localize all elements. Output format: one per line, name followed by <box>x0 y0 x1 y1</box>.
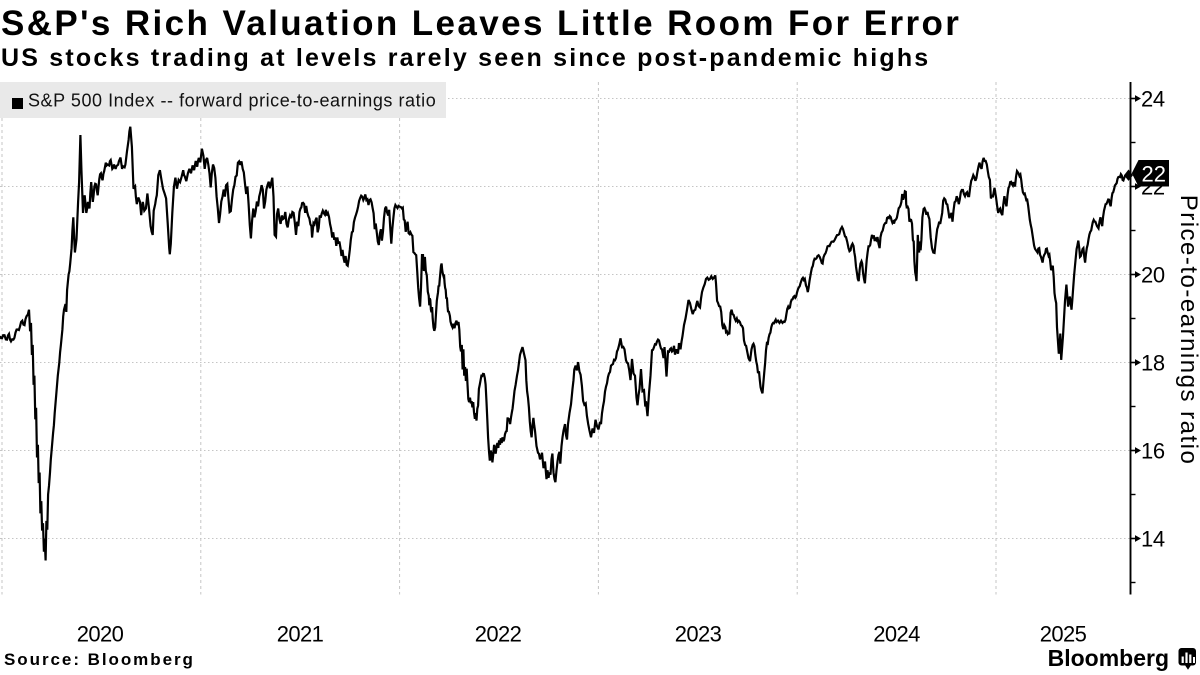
svg-text:2020: 2020 <box>77 622 124 647</box>
svg-text:20: 20 <box>1141 263 1165 288</box>
svg-text:2024: 2024 <box>873 622 920 647</box>
svg-text:S&P 500 Index -- forward price: S&P 500 Index -- forward price-to-earnin… <box>28 91 436 111</box>
svg-text:18: 18 <box>1141 351 1165 376</box>
svg-text:14: 14 <box>1141 527 1165 552</box>
svg-text:2021: 2021 <box>277 622 324 647</box>
svg-text:22: 22 <box>1142 162 1166 187</box>
svg-text:2022: 2022 <box>475 622 522 647</box>
svg-text:2023: 2023 <box>675 622 722 647</box>
svg-text:24: 24 <box>1141 87 1165 112</box>
svg-text:2025: 2025 <box>1040 622 1087 647</box>
svg-text:16: 16 <box>1141 439 1165 464</box>
